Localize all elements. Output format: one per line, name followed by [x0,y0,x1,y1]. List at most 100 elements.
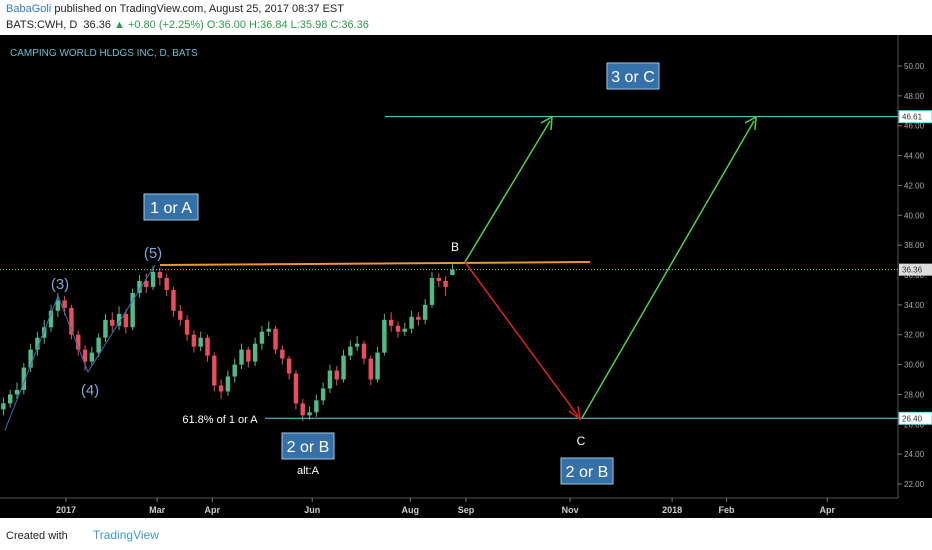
candle-body [334,370,339,380]
published: published on TradingView.com, August 25,… [54,3,344,15]
y-tick-label: 44.00 [904,152,925,161]
ohlc: O:36.00 H:36.84 L:35.98 C:36.36 [206,19,369,31]
candle-body [416,316,421,320]
candle-body [266,328,271,332]
candle-body [144,280,149,287]
candle-body [361,343,367,359]
candle-body [21,367,27,390]
last-price-label: 36.36 [902,266,923,275]
background [0,35,932,518]
candle-body [436,277,442,281]
header-line-2: BATS:CWH, D 36.36 ▲ +0.80 (+2.25%) O:36.… [6,19,369,31]
level-tag-label: 26.40 [902,414,923,423]
candle-body [388,319,394,326]
candle-body [164,277,169,290]
candle-body [354,343,360,347]
candle-body [42,327,47,338]
x-tick-label: Nov [562,505,579,515]
y-tick-label: 22.00 [904,480,925,489]
candle-body [14,389,20,395]
candle-body [429,277,435,305]
wave-label: (4) [81,382,99,399]
x-tick-label: Jun [304,505,320,515]
label-box: 3 or C [606,62,660,90]
label-box: 2 or B [281,432,335,460]
drawings: 3 or C 1 or A 2 or B 2 or B B C (5) (3) … [4,62,757,485]
candle-body [82,349,88,362]
y-tick-label: 28.00 [904,390,925,399]
x-tick-label: Feb [719,505,736,515]
x-tick-label: Aug [401,505,419,515]
alt-label: alt:A [297,465,320,477]
candle-body [443,280,448,287]
footer: Created with TradingView [6,528,159,542]
candle-body [157,272,163,278]
y-tick-label: 40.00 [904,211,925,220]
header-line-1: BabaGoli published on TradingView.com, A… [6,3,344,15]
x-tick-label: 2017 [56,505,76,515]
last-price-tag [899,263,932,276]
x-tick-label: 2018 [662,505,682,515]
wave-label: C [577,434,586,448]
candle-body [184,319,190,335]
chart: CAMPING WORLD HLDGS INC, D, BATS 22.00 24… [0,35,932,518]
candle-body [69,307,74,335]
candle-body [123,313,129,328]
candle-body [218,385,224,392]
brand[interactable]: TradingView [92,528,159,542]
candle-body [103,319,108,338]
symbol: BATS:CWH, D [6,19,78,31]
candle-body [48,310,54,328]
level-tag [898,110,932,124]
candle-body [246,349,251,362]
arrow [464,120,551,263]
label: 2 or B [287,439,330,456]
author[interactable]: BabaGoli [6,3,52,15]
candle-body [7,394,13,404]
x-tick-label: Sep [458,505,475,515]
candle-body [76,334,81,350]
candle-body [150,272,156,287]
arrow [464,261,579,417]
candle-body [62,300,67,308]
y-tick-label: 34.00 [904,301,925,310]
candle-body [300,403,305,416]
candle-body [225,376,231,392]
candle-body [259,331,265,344]
level-tag-label: 46.61 [902,113,923,122]
candle-body [293,373,299,404]
wave-line [4,264,156,431]
candle-body [348,346,353,356]
candle-body [422,304,428,320]
arrow-head [540,115,553,131]
label-box: 2 or B [560,457,614,485]
candle-body [450,269,455,276]
label: 3 or C [611,69,655,86]
level-tag [898,411,932,425]
candle-body [327,370,333,389]
candle-body [307,412,312,416]
candle-body [137,280,142,293]
wave-label: (5) [144,245,162,262]
candle-body [198,337,203,347]
y-tick-label: 48.00 [904,92,925,101]
candle-body [368,358,373,380]
wave-label: (3) [51,276,69,293]
candle-body [375,352,380,380]
candle-body [89,352,95,362]
candle-body [212,355,217,386]
candle-body [178,310,183,320]
candle-body [239,349,244,365]
label-box: 1 or A [143,193,199,221]
candle-body [96,337,101,353]
candle-body [382,319,387,353]
candle-body [286,358,292,374]
change: ▲ +0.80 (+2.25%) [114,19,204,31]
candle-body [1,403,6,410]
y-tick-label: 24.00 [904,450,925,459]
candle-body [252,343,258,362]
label: 2 or B [566,464,609,481]
candle-body [314,400,319,413]
price: 36.36 [83,19,111,31]
candle-body [171,289,176,311]
